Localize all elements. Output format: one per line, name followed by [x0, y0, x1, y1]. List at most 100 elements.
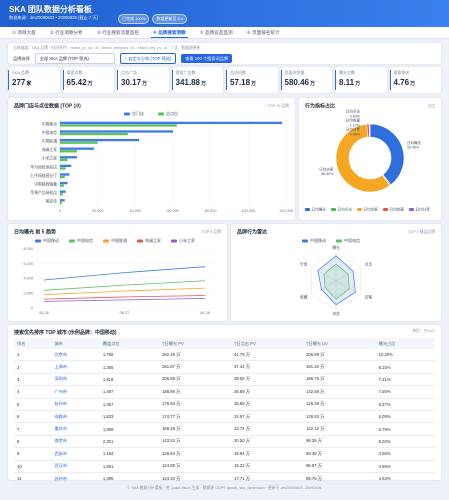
line-chart-card: 日均曝光 前 5 趋势 TOP 5 品牌 中国移动 中国电信 中国联通 海澜之家 小米之家 0… — [8, 224, 227, 321]
legend-swatch — [409, 208, 414, 211]
legend-label: 总点位 — [166, 110, 178, 116]
y-tick-label: 中国联通 — [42, 139, 57, 144]
table-cell: 261.87 万 — [159, 360, 232, 374]
chart-note: TOP 5 品牌 — [202, 229, 222, 234]
bar — [60, 130, 173, 133]
table-cell: 126.84 万 — [159, 447, 232, 461]
badge: 已完成 100% — [118, 14, 150, 24]
table-cell: 1,833 — [99, 410, 160, 424]
line-series — [43, 266, 206, 281]
kpi-value-row: 57.18万 — [230, 78, 274, 87]
table-cell: 5 — [14, 398, 52, 411]
tab[interactable]: ③ 行业搜索流量监控 — [96, 30, 139, 35]
slice-value-label: 39.48% — [407, 146, 420, 150]
legend-swatch — [137, 239, 143, 243]
kpi-card: 曝光次数 8.11万 — [335, 67, 387, 93]
legend-swatch — [383, 208, 388, 211]
y-tick-label: 中国邮政储蓄 — [34, 182, 57, 187]
bar — [60, 156, 77, 159]
bar — [60, 184, 64, 187]
kpi-unit: 万 — [309, 81, 315, 87]
custom-button[interactable]: + 自定义分析 (TOP 筛选) — [119, 53, 177, 64]
y-tick-label: 九牛网络营业厅 — [30, 173, 57, 178]
table-cell: 7 — [14, 422, 52, 436]
column-header: 城市 — [51, 338, 100, 349]
radar-spoke — [335, 280, 361, 296]
table-cell: 3 — [14, 373, 52, 387]
chart-title: 日均曝光 前 5 趋势 — [14, 228, 56, 235]
y-tick-label: 6,000 — [23, 262, 33, 266]
chart-title: 行为指标占比 — [304, 102, 335, 109]
kpi-card: 搜索广告数 341.88万 — [171, 67, 223, 93]
kpi-value: 4.76 — [393, 78, 410, 87]
legend-swatch — [302, 239, 308, 243]
table-cell: 142.58 万 — [303, 385, 376, 399]
table-cell: 93.39 万 — [303, 447, 376, 461]
kpi-card: 搜索次数 65.42万 — [62, 67, 114, 93]
y-tick-label: 华为授权体验店 — [30, 164, 57, 169]
tab[interactable]: ④ 品牌搜索洞察 — [150, 27, 188, 38]
y-tick-label: 中国电信 — [42, 130, 57, 135]
legend-swatch — [35, 239, 41, 243]
table-cell: 苏州市 — [51, 472, 100, 486]
table-cell: 124.34 万 — [159, 472, 232, 486]
kpi-value: 277 — [12, 78, 26, 87]
table-row: 3 深圳市 1,818 206.88 万 29.56 万 186.75 万 7.21% — [14, 373, 435, 387]
donut-chart-card: 行为指标占比 占比 日均曝光 39.48% 日均点击 0.60% 日均访客 58.40% 日均收… — [299, 98, 441, 220]
radar-axis-label: 曝光 — [332, 245, 340, 250]
table-cell: 1,357 — [99, 398, 160, 411]
table-row: 8 南京市 2,301 143.52 万 20.50 万 98.38 万 5.03% — [14, 435, 435, 449]
slice-value-label: 58.40% — [321, 172, 334, 176]
table-cell: 6.27% — [375, 398, 435, 411]
tab[interactable]: ② 行业洞察分析 — [49, 30, 83, 35]
x-tick-label: 40,000 — [130, 209, 142, 213]
legend-label: 日均收藏 — [390, 206, 405, 211]
kpi-unit: 万 — [142, 81, 148, 87]
x-tick-label: 120,000 — [279, 209, 293, 213]
legend-label: 总门店 — [132, 110, 144, 116]
tab[interactable]: ⑤ 品牌竞品监测 — [199, 30, 233, 35]
radar-axis-label: 收藏 — [300, 295, 308, 300]
slice-value-label: 0.60% — [350, 114, 361, 118]
table-cell: 181.32 万 — [303, 360, 376, 374]
table-cell: 北京市 — [51, 349, 100, 362]
column-header: 7日曝光 PV — [159, 338, 232, 349]
slice-value-label: 1.12% — [350, 123, 361, 127]
brand-select[interactable]: 全部 SKA 品牌 (TOP 筛选) — [34, 53, 115, 64]
chart: 行为指标占比 占比日均曝光39.48%日均点击0.60%日均访客58.40%日均收… — [304, 102, 435, 211]
y-tick-label: 中国移动 — [42, 121, 57, 126]
tab[interactable]: ⑥ 页面排名统计 — [246, 30, 280, 35]
bar — [60, 147, 94, 150]
bar — [60, 141, 98, 144]
y-tick-label: 美宜佳 — [46, 199, 58, 204]
kpi-unit: 万 — [355, 81, 361, 87]
kpi-row: SKA 品牌 277家 搜索次数 65.42万 点击广告 30.17万 搜索广告数 341.8… — [8, 67, 441, 93]
legend-label: 日均点击 — [338, 206, 353, 211]
column-header: 曝光占比 — [375, 338, 435, 349]
legend-label: 日均曝光 — [312, 206, 327, 211]
line-series — [43, 280, 206, 291]
legend-label: 小米之家 — [179, 237, 195, 243]
radar-axis-label: 访客 — [365, 295, 373, 300]
kpi-value: 30.17 — [121, 78, 142, 87]
legend-label: 中国移动 — [310, 237, 326, 243]
kpi-value: 341.88 — [175, 78, 200, 87]
table-cell: 124.89 万 — [159, 460, 232, 473]
brand-link[interactable]: 查看 100 个搜索词品牌 — [181, 54, 233, 63]
kpi-label: 曝光次数 — [339, 70, 355, 75]
table-card: 搜索优先排序 TOP 城市 (示例品牌：中国移动) 单位：PV/UV 排名 城市覆… — [8, 325, 441, 486]
y-tick-label: 0 — [31, 306, 33, 310]
kpi-value: 57.18 — [230, 78, 251, 87]
x-tick-label: 60,000 — [167, 209, 179, 213]
table-cell: 1,164 — [99, 447, 160, 461]
table-cell: 16.22 万 — [231, 460, 304, 473]
table-row: 1 北京市 1,768 282.49 万 41.78 万 206.89 万 10.20% — [14, 349, 435, 362]
kpi-value-row: 8.11万 — [339, 78, 383, 87]
slice-name: 日均点击 — [346, 109, 361, 114]
tab[interactable]: ① 项目大盘 — [12, 30, 36, 35]
table-cell: 8 — [14, 435, 52, 449]
table-note: 单位：PV/UV — [412, 329, 435, 333]
kpi-value-row: 580.46万 — [285, 78, 329, 87]
table-cell: 143.52 万 — [159, 435, 232, 449]
